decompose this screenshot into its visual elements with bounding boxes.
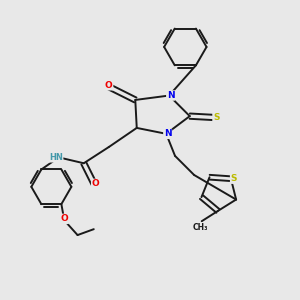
Text: CH₃: CH₃ xyxy=(193,223,208,232)
Text: N: N xyxy=(167,91,174,100)
Text: N: N xyxy=(164,129,172,138)
Text: O: O xyxy=(92,179,99,188)
Text: O: O xyxy=(105,81,113,90)
Text: S: S xyxy=(213,113,220,122)
Text: S: S xyxy=(231,174,237,183)
Text: HN: HN xyxy=(49,153,63,162)
Text: O: O xyxy=(60,214,68,224)
